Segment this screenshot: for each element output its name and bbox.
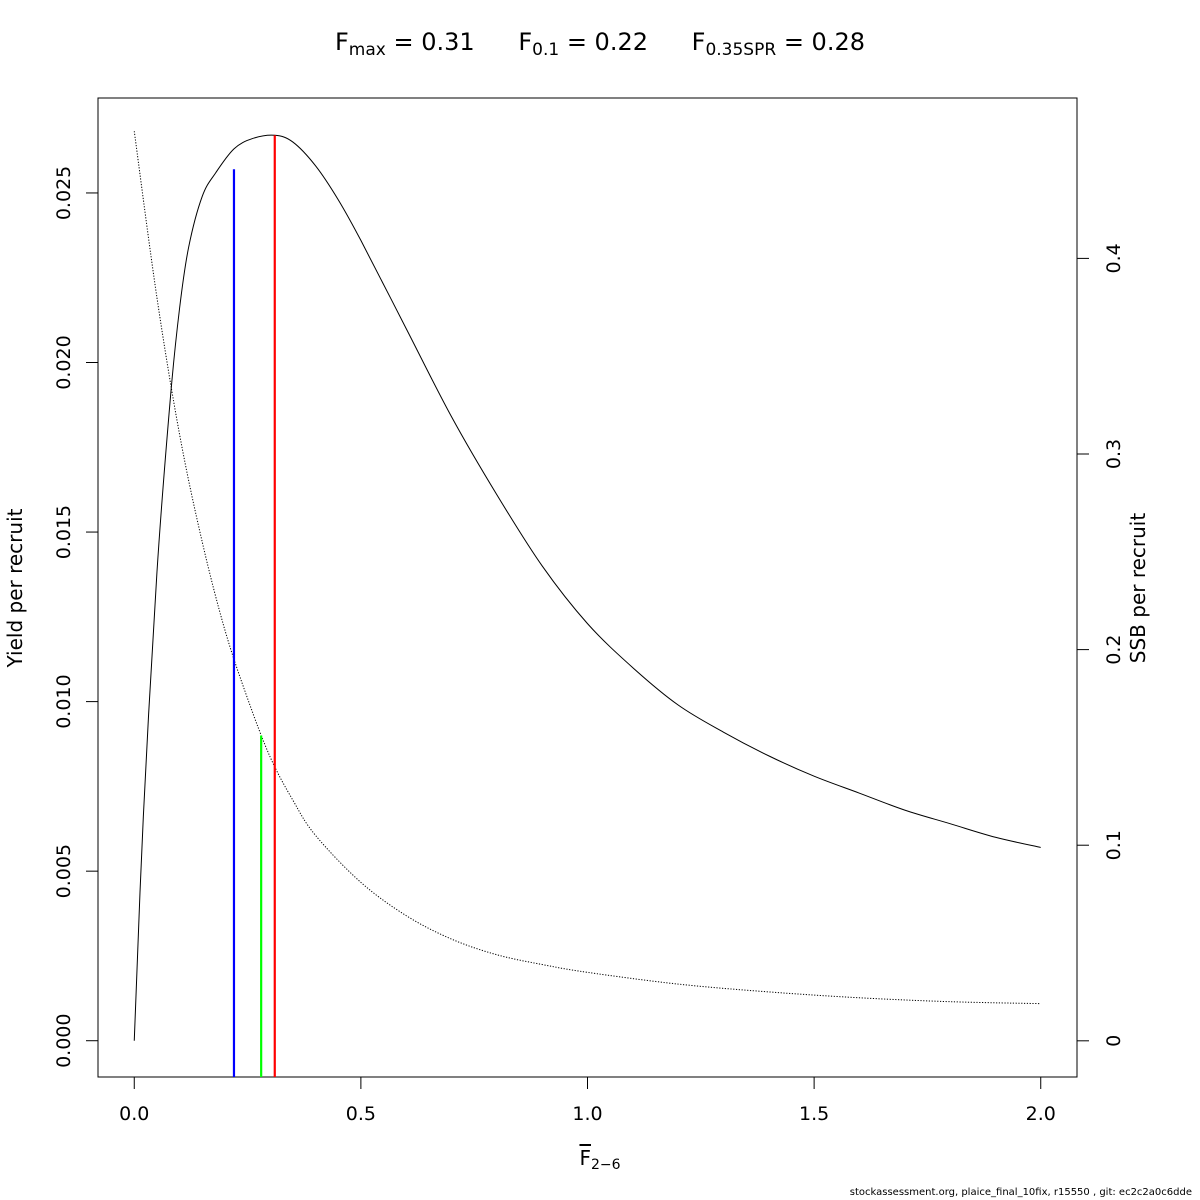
chart-title: Fmax = 0.31 F0.1 = 0.22 F0.35SPR = 0.28 bbox=[0, 28, 1200, 60]
y-tick-label: 0.000 bbox=[53, 1014, 75, 1068]
y2-tick-label: 0.3 bbox=[1103, 439, 1125, 469]
y2-tick-label: 0 bbox=[1103, 1035, 1125, 1047]
title-f01: F0.1 = 0.22 bbox=[518, 28, 648, 60]
y-tick-label: 0.025 bbox=[53, 166, 75, 220]
y-axis-left: 0.000 0.005 0.010 0.015 0.020 0.025 bbox=[53, 166, 98, 1068]
y2-axis-label: SSB per recruit bbox=[1126, 513, 1150, 664]
x-tick-label: 1.5 bbox=[799, 1103, 829, 1125]
x-tick-label: 0.0 bbox=[119, 1103, 149, 1125]
footer-credit: stockassessment.org, plaice_final_10fix,… bbox=[849, 1187, 1192, 1198]
y2-tick-label: 0.4 bbox=[1103, 243, 1125, 273]
x-tick-label: 0.5 bbox=[346, 1103, 376, 1125]
y2-tick-label: 0.2 bbox=[1103, 634, 1125, 664]
title-fmax: Fmax = 0.31 bbox=[334, 28, 475, 60]
x-tick-label: 1.0 bbox=[572, 1103, 602, 1125]
title-fspr: F0.35SPR = 0.28 bbox=[691, 28, 865, 60]
y2-tick-label: 0.1 bbox=[1103, 830, 1125, 860]
y-tick-label: 0.005 bbox=[53, 844, 75, 898]
yield-per-recruit-line bbox=[133, 134, 1041, 1041]
x-axis-label: F2−6 bbox=[579, 1146, 621, 1173]
x-axis: 0.0 0.5 1.0 1.5 2.0 bbox=[119, 1077, 1056, 1125]
y-tick-label: 0.020 bbox=[53, 335, 75, 389]
x-tick-label: 2.0 bbox=[1026, 1103, 1056, 1125]
y-axis-right: 0 0.1 0.2 0.3 0.4 bbox=[1077, 243, 1125, 1047]
plot-frame bbox=[97, 97, 1078, 1078]
y-axis-label: Yield per recruit bbox=[3, 508, 27, 668]
y-tick-label: 0.010 bbox=[53, 674, 75, 728]
y-tick-label: 0.015 bbox=[53, 505, 75, 559]
reference-lines bbox=[232, 135, 276, 1077]
series-layer bbox=[133, 131, 1041, 1041]
ssb-per-recruit-line bbox=[133, 131, 1041, 1005]
